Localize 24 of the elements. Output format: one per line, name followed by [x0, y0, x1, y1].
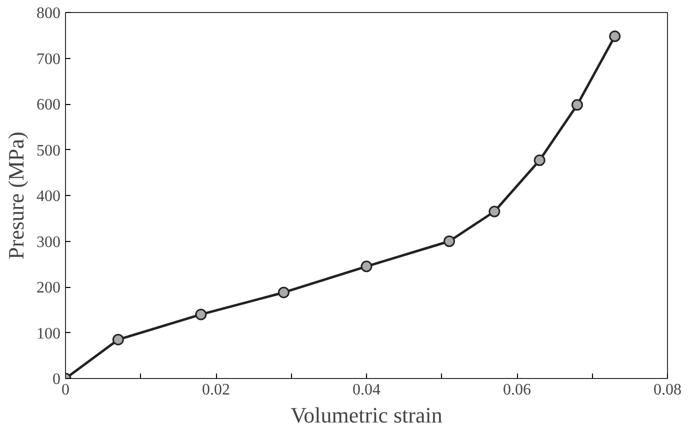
- x-tick-label: 0.06: [503, 382, 531, 398]
- y-tick-label: 600: [36, 96, 60, 114]
- y-tick-label: 700: [36, 50, 60, 68]
- x-tick-label: 0.08: [654, 382, 682, 398]
- point: [360, 260, 372, 272]
- x-tick-label: 0.04: [352, 382, 380, 398]
- y-axis-title: Presure (MPa): [4, 132, 28, 260]
- y-tick-label: 100: [36, 325, 60, 342]
- point: [534, 154, 546, 166]
- y-tick-label: 500: [36, 142, 60, 160]
- point: [488, 206, 500, 218]
- y-tick-label: 0: [52, 371, 60, 388]
- point: [444, 236, 456, 247]
- point: [571, 99, 583, 111]
- y-tick-label: 200: [36, 280, 60, 296]
- point: [112, 334, 124, 346]
- point: [609, 30, 621, 42]
- x-tick-label: 0.02: [202, 382, 230, 398]
- y-tick-label: 300: [36, 234, 60, 251]
- y-tick-label: 800: [36, 5, 60, 22]
- point: [195, 308, 207, 320]
- x-axis-title: Volumetric strain: [290, 402, 442, 428]
- point: [278, 286, 290, 298]
- y-tick-label: 400: [36, 188, 60, 205]
